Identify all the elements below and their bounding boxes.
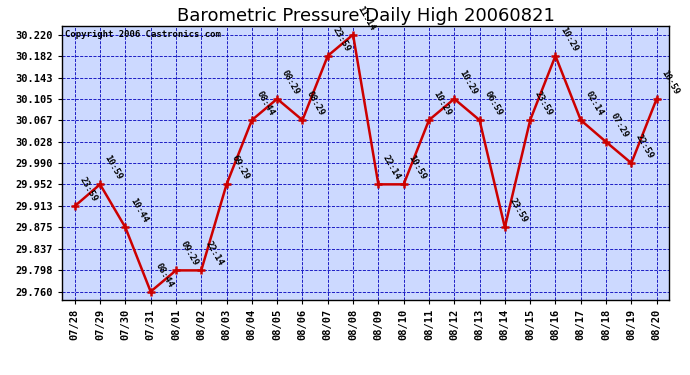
Text: 08:44: 08:44 <box>153 261 175 289</box>
Text: 23:59: 23:59 <box>77 176 99 203</box>
Text: 08:44: 08:44 <box>255 90 276 117</box>
Text: 10:59: 10:59 <box>103 154 124 182</box>
Text: 08:29: 08:29 <box>280 68 301 96</box>
Text: 06:59: 06:59 <box>482 90 504 117</box>
Text: 23:59: 23:59 <box>508 197 529 225</box>
Text: 23:59: 23:59 <box>331 25 352 53</box>
Text: 10:59: 10:59 <box>660 68 680 96</box>
Text: 10:29: 10:29 <box>432 90 453 117</box>
Text: 11:14: 11:14 <box>356 4 377 32</box>
Text: 10:59: 10:59 <box>406 154 428 182</box>
Text: 22:59: 22:59 <box>634 133 656 160</box>
Text: 02:14: 02:14 <box>584 90 604 117</box>
Text: 10:29: 10:29 <box>558 25 580 53</box>
Title: Barometric Pressure Daily High 20060821: Barometric Pressure Daily High 20060821 <box>177 7 555 25</box>
Text: 09:29: 09:29 <box>179 240 200 268</box>
Text: 22:14: 22:14 <box>381 154 402 182</box>
Text: 08:29: 08:29 <box>305 90 326 117</box>
Text: 07:29: 07:29 <box>609 111 630 139</box>
Text: 10:29: 10:29 <box>457 68 478 96</box>
Text: Copyright 2006 Castronics.com: Copyright 2006 Castronics.com <box>65 30 221 39</box>
Text: 10:44: 10:44 <box>128 197 149 225</box>
Text: 69:29: 69:29 <box>229 154 250 182</box>
Text: 23:59: 23:59 <box>533 90 554 117</box>
Text: 22:14: 22:14 <box>204 240 225 268</box>
